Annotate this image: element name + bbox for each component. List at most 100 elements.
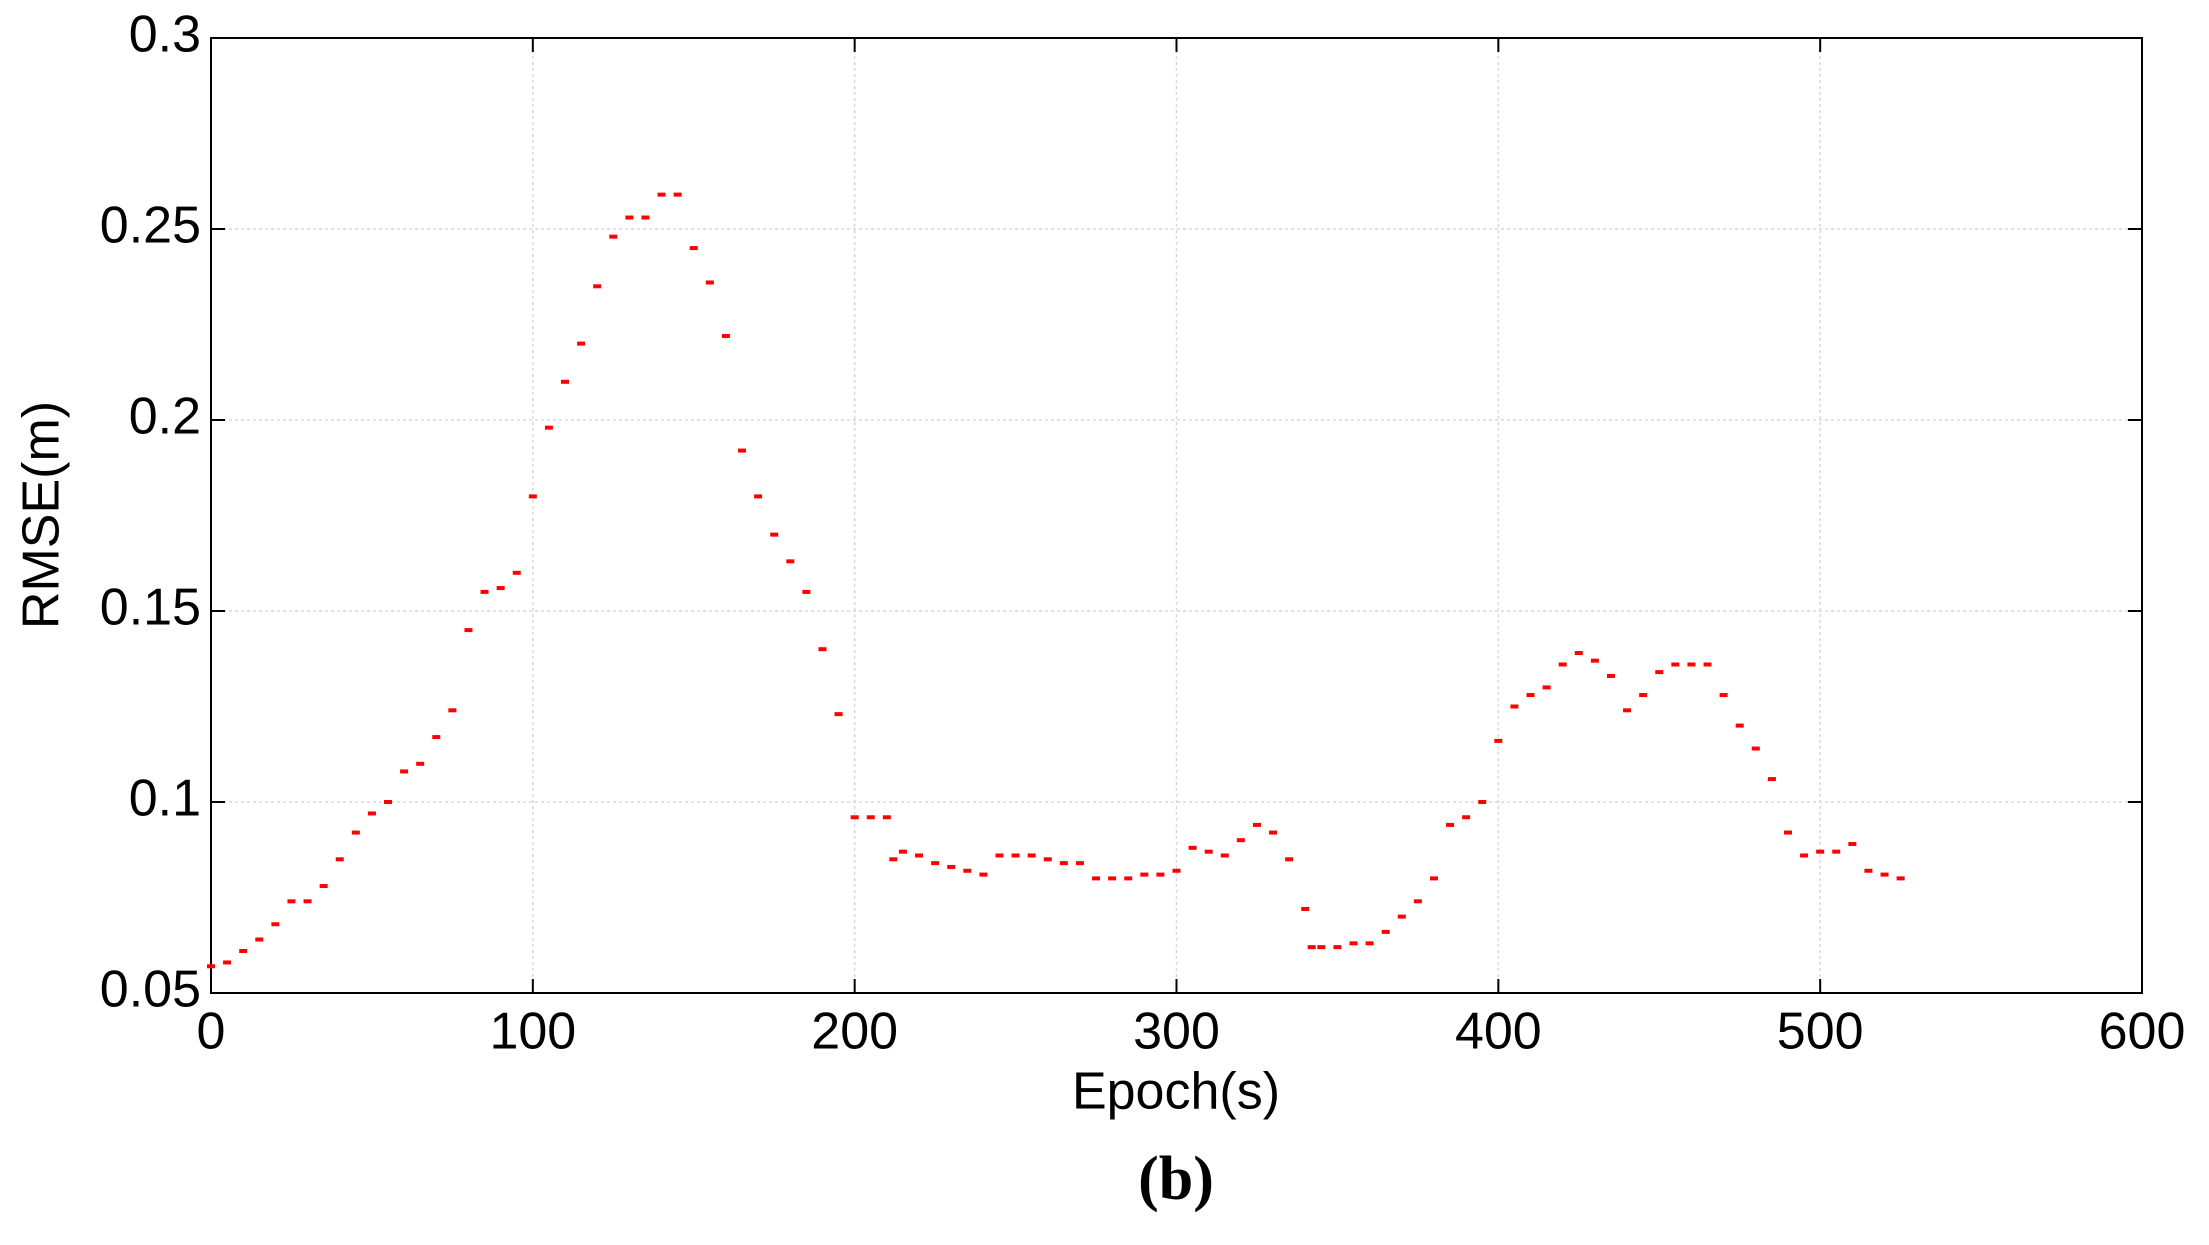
data-point: [625, 215, 634, 220]
x-tick-label: 300: [1133, 1003, 1220, 1061]
data-point: [464, 628, 473, 633]
data-point: [1075, 861, 1084, 866]
data-point: [496, 586, 505, 591]
data-point: [561, 379, 570, 384]
data-point: [1252, 822, 1261, 827]
data-point: [995, 853, 1004, 858]
data-point: [1735, 723, 1744, 728]
data-point: [1816, 849, 1825, 854]
data-point: [1043, 857, 1052, 862]
data-point: [335, 857, 344, 862]
data-point: [448, 708, 457, 713]
x-tick-label: 100: [489, 1003, 576, 1061]
x-tick-label: 200: [811, 1003, 898, 1061]
data-point: [866, 815, 875, 820]
data-point: [1590, 658, 1599, 663]
data-point: [512, 570, 521, 575]
data-point: [1204, 849, 1213, 854]
data-point: [351, 830, 360, 835]
data-point: [641, 215, 650, 220]
data-point: [770, 532, 779, 537]
data-point: [1687, 662, 1696, 667]
data-point: [1639, 693, 1648, 698]
data-point: [1059, 861, 1068, 866]
y-tick-label: 0.05: [100, 961, 201, 1019]
data-point: [1285, 857, 1294, 862]
data-point: [1140, 872, 1149, 877]
data-point: [1896, 876, 1905, 881]
data-point: [1800, 853, 1809, 858]
data-point: [705, 280, 714, 285]
data-point: [1655, 670, 1664, 675]
data-point: [889, 857, 898, 862]
x-tick-label: 600: [2099, 1003, 2186, 1061]
data-point: [1783, 830, 1792, 835]
y-tick-label: 0.15: [100, 579, 201, 637]
y-tick-label: 0.1: [129, 770, 201, 828]
data-point: [1478, 800, 1487, 804]
x-tick-label: 0: [197, 1003, 226, 1061]
data-point: [1333, 945, 1342, 950]
data-point: [1462, 815, 1471, 820]
data-point: [1188, 845, 1197, 850]
data-point: [287, 899, 296, 904]
data-point: [1413, 899, 1422, 904]
data-point: [1558, 662, 1567, 667]
data-point: [931, 861, 940, 866]
data-point: [1623, 708, 1632, 713]
data-point: [657, 192, 666, 197]
data-point: [947, 864, 956, 869]
data-point: [1751, 746, 1760, 751]
data-point: [1526, 693, 1535, 698]
data-point: [1397, 914, 1406, 919]
data-point: [207, 964, 215, 969]
data-point: [1349, 941, 1358, 946]
data-point: [963, 868, 972, 873]
data-point: [1307, 945, 1316, 950]
data-point: [480, 589, 489, 594]
data-point: [1719, 693, 1728, 698]
y-axis-label: RMSE(m): [13, 401, 71, 629]
data-point: [689, 246, 698, 251]
data-point: [882, 815, 891, 820]
data-point: [432, 735, 441, 740]
data-point: [416, 761, 425, 766]
data-point: [1446, 822, 1455, 827]
data-point: [384, 800, 393, 804]
data-point: [577, 341, 586, 346]
data-point: [1671, 662, 1680, 667]
data-point: [255, 937, 264, 942]
data-point: [802, 589, 811, 594]
data-point: [818, 647, 827, 652]
data-point: [223, 960, 232, 965]
data-point: [898, 849, 907, 854]
data-point: [786, 559, 795, 564]
data-point: [1510, 704, 1519, 709]
y-tick-label: 0.3: [129, 6, 201, 64]
data-point: [738, 448, 747, 453]
data-point: [1236, 838, 1245, 843]
x-tick-label: 500: [1777, 1003, 1864, 1061]
data-point: [1494, 738, 1503, 743]
x-tick-label: 400: [1455, 1003, 1542, 1061]
y-tick-label: 0.25: [100, 197, 201, 255]
data-point: [1429, 876, 1438, 881]
data-point: [850, 815, 859, 820]
data-point: [400, 769, 409, 774]
data-point: [915, 853, 924, 858]
data-point: [1542, 685, 1551, 690]
data-point: [1156, 872, 1165, 877]
data-point: [979, 872, 988, 877]
data-point: [239, 948, 248, 953]
data-point: [1880, 872, 1889, 877]
data-point: [1108, 876, 1117, 881]
data-point: [367, 811, 376, 816]
data-point: [1011, 853, 1020, 858]
data-point: [544, 425, 553, 430]
data-point: [754, 494, 763, 499]
data-point: [1606, 673, 1615, 678]
plot-frame: [210, 37, 2143, 994]
data-point: [319, 884, 328, 889]
data-point: [673, 192, 682, 197]
data-point: [1864, 868, 1873, 873]
